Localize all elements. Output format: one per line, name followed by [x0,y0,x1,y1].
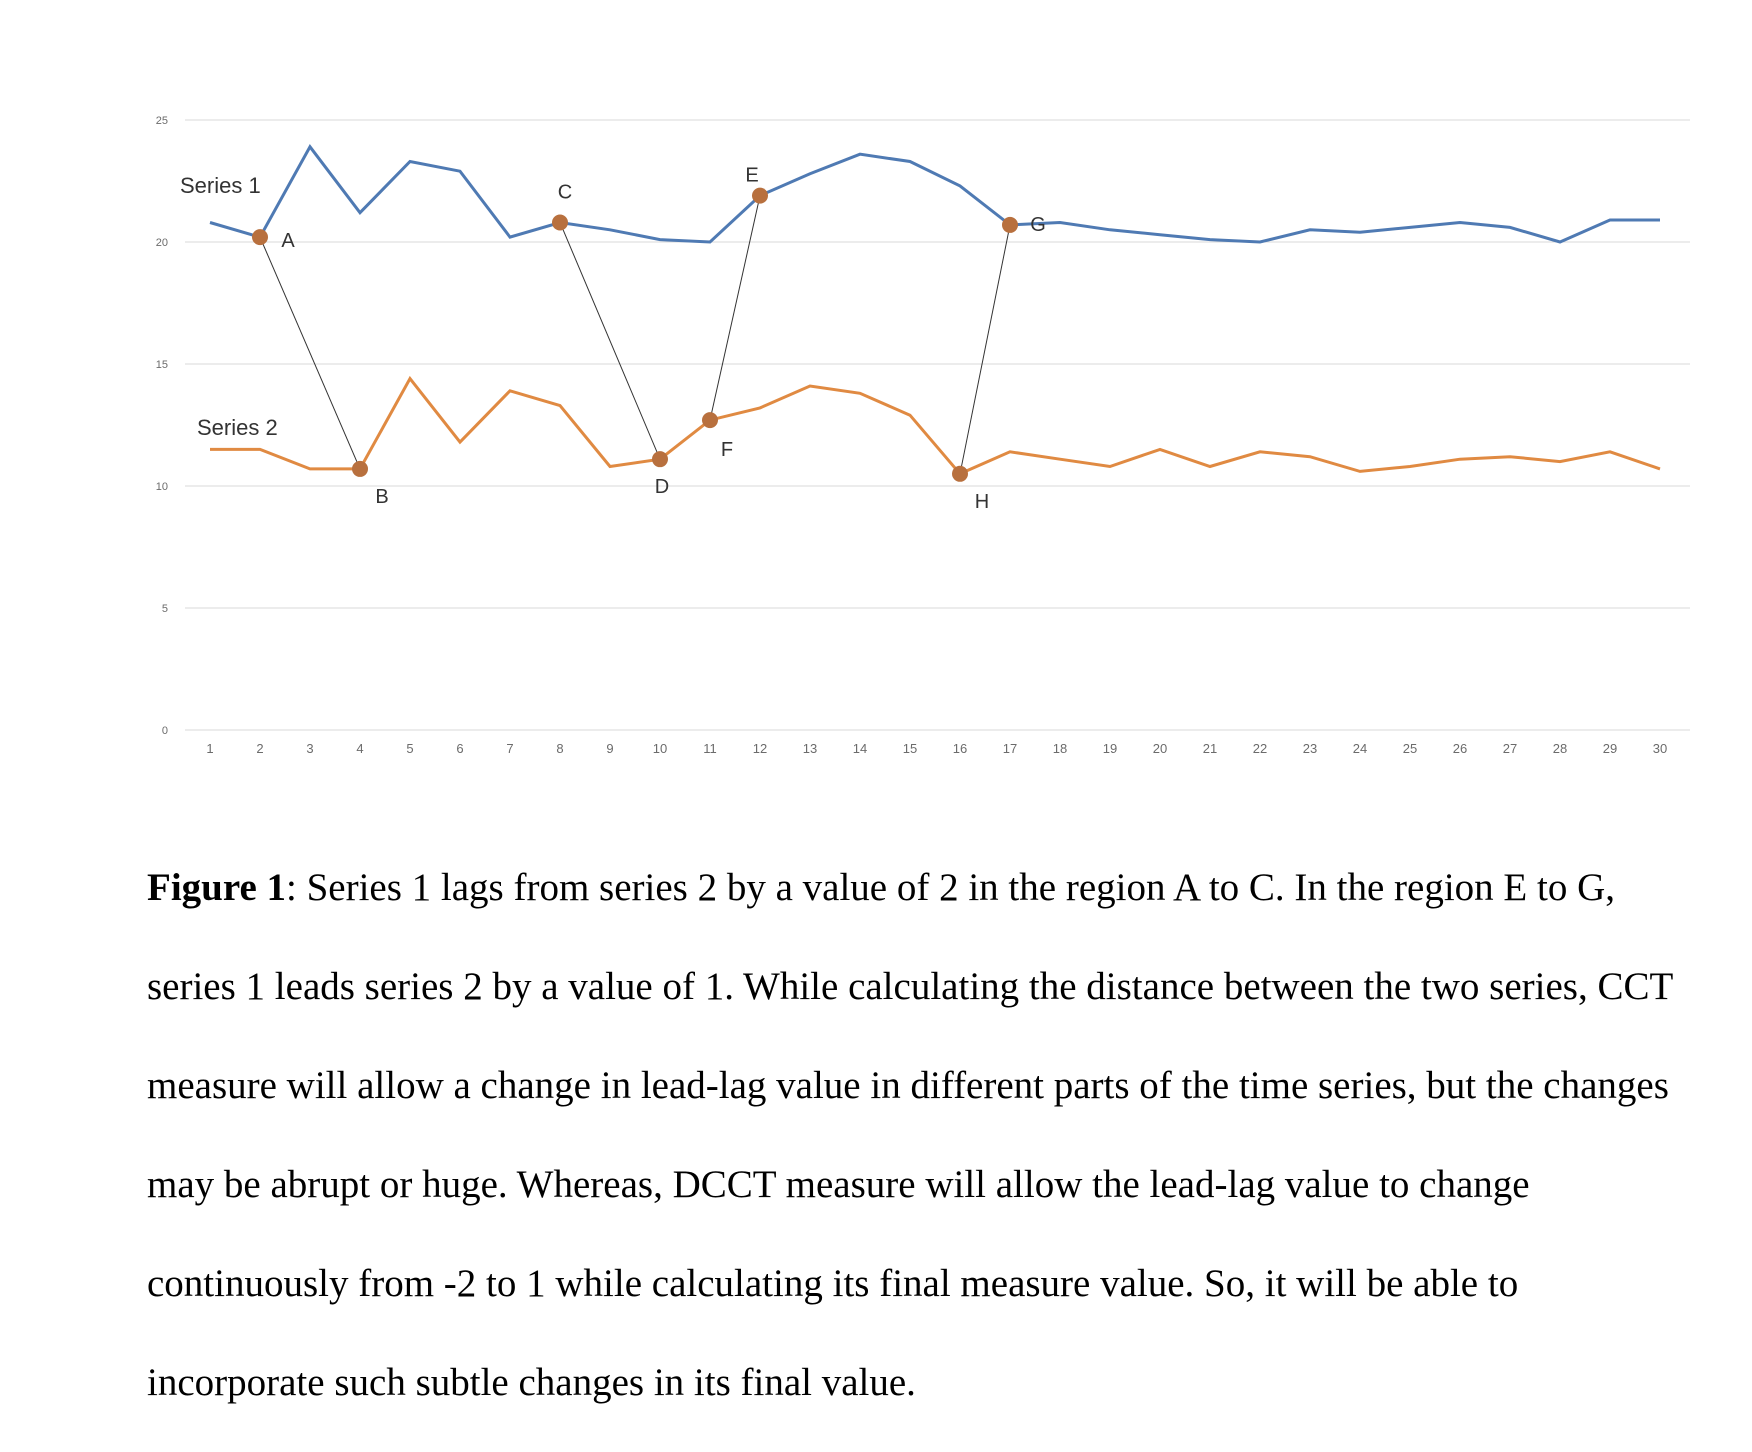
series-line-2 [210,375,1661,476]
y-tick-label-0: 0 [162,725,168,737]
x-tick-label-9: 9 [606,741,613,756]
x-tick-label-15: 15 [903,741,917,756]
link-G-H [959,224,1011,474]
x-tick-label-22: 22 [1253,741,1267,756]
point-label-D: D [655,476,669,498]
y-tick-label-20: 20 [156,237,168,249]
series-label-2: Series 2 [197,415,278,440]
y-tick-label-15: 15 [156,359,168,371]
y-tick-label-10: 10 [156,481,168,493]
x-tick-label-14: 14 [853,741,867,756]
x-tick-label-21: 21 [1203,741,1217,756]
point-label-A: A [281,230,295,252]
x-tick-label-28: 28 [1553,741,1567,756]
marker-E [752,187,768,204]
x-tick-label-25: 25 [1403,741,1417,756]
marker-A [252,229,268,246]
point-label-E: E [745,165,758,187]
series-label-1: Series 1 [180,173,261,198]
marker-H [952,465,968,482]
x-tick-label-3: 3 [306,741,313,756]
marker-F [702,412,718,429]
marker-D [652,451,668,468]
x-tick-label-12: 12 [753,741,767,756]
x-tick-label-18: 18 [1053,741,1067,756]
x-tick-label-1: 1 [206,741,213,756]
series-line-1 [209,144,1660,244]
link-E-F [709,195,761,421]
figure-caption: Figure 1: Series 1 lags from series 2 by… [147,838,1687,1432]
x-tick-label-27: 27 [1503,741,1517,756]
point-label-G: G [1030,214,1046,236]
x-tick-label-4: 4 [356,741,363,756]
link-C-D [559,222,661,460]
x-tick-label-6: 6 [456,741,463,756]
x-tick-label-8: 8 [556,741,563,756]
x-tick-label-26: 26 [1453,741,1467,756]
x-tick-label-23: 23 [1303,741,1317,756]
point-label-B: B [375,486,388,508]
marker-B [352,460,368,477]
link-A-B [259,236,361,470]
point-label-H: H [975,491,989,513]
x-tick-label-24: 24 [1353,741,1367,756]
chart-area: 0 5 10 15 20 25 1 2 3 4 5 6 7 8 9 10 11 12 13 14 15 16 17 18 19 2… [156,115,1690,756]
x-tick-label-10: 10 [653,741,667,756]
figure-caption-text: : Series 1 lags from series 2 by a value… [147,866,1673,1404]
x-tick-label-20: 20 [1153,741,1167,756]
x-tick-label-5: 5 [406,741,413,756]
point-label-C: C [558,181,572,203]
y-tick-label-5: 5 [162,603,168,615]
marker-G [1002,216,1018,233]
x-tick-label-16: 16 [953,741,967,756]
y-tick-label-25: 25 [156,115,168,127]
figure-label: Figure 1 [147,866,287,909]
x-tick-label-11: 11 [703,741,717,756]
x-tick-label-13: 13 [803,741,817,756]
marker-C [552,214,568,231]
x-tick-label-30: 30 [1653,741,1667,756]
x-tick-label-29: 29 [1603,741,1617,756]
x-tick-label-7: 7 [506,741,513,756]
x-tick-label-17: 17 [1003,741,1017,756]
point-label-F: F [721,439,733,461]
x-tick-label-19: 19 [1103,741,1117,756]
x-tick-label-2: 2 [256,741,263,756]
